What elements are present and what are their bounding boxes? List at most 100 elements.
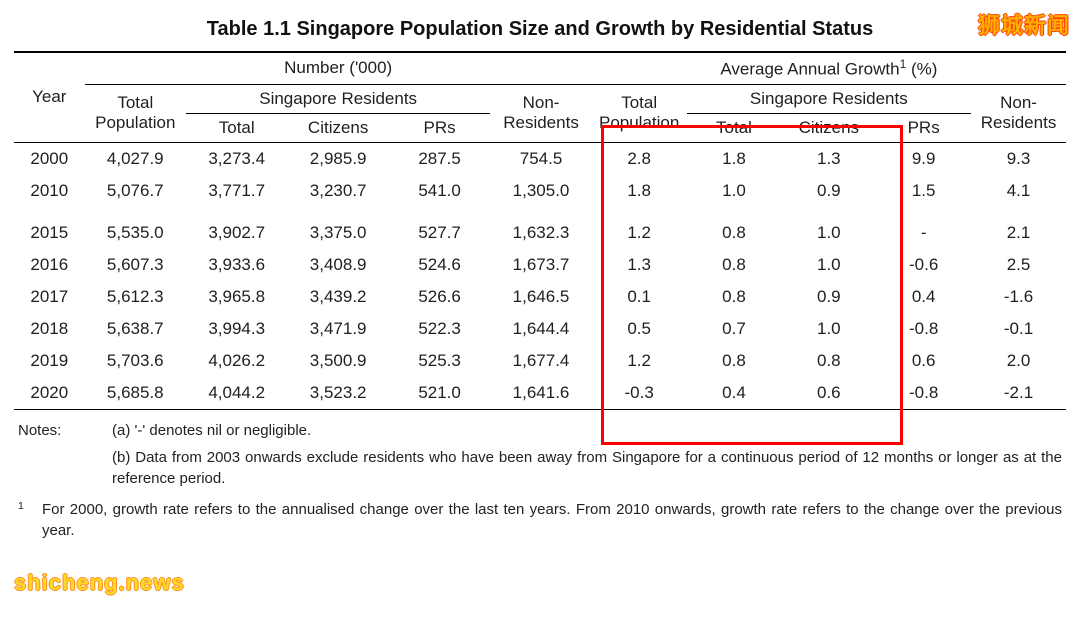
table-cell: -0.3	[592, 377, 687, 410]
table-cell: 3,771.7	[186, 175, 287, 207]
table-cell: 0.8	[687, 207, 782, 249]
table-cell: 3,994.3	[186, 313, 287, 345]
table-cell: -0.8	[876, 377, 971, 410]
table-cell: 3,375.0	[287, 207, 388, 249]
population-table: Year Number ('000) Average Annual Growth…	[14, 51, 1066, 410]
table-cell: 3,439.2	[287, 281, 388, 313]
page: 狮城新闻 Table 1.1 Singapore Population Size…	[0, 0, 1080, 624]
table-cell: 2010	[14, 175, 85, 207]
growth-suffix: (%)	[906, 60, 937, 79]
table-cell: 522.3	[389, 313, 490, 345]
table-cell: 4.1	[971, 175, 1066, 207]
table-cell: 4,044.2	[186, 377, 287, 410]
table-cell: 1.0	[781, 207, 876, 249]
table-cell: 0.4	[876, 281, 971, 313]
table-cell: -0.1	[971, 313, 1066, 345]
footnote-1-text: For 2000, growth rate refers to the annu…	[42, 499, 1062, 541]
table-cell: 541.0	[389, 175, 490, 207]
table-cell: 1,644.4	[490, 313, 591, 345]
table-cell: -1.6	[971, 281, 1066, 313]
table-row: 20205,685.84,044.23,523.2521.01,641.6-0.…	[14, 377, 1066, 410]
table-cell: 3,230.7	[287, 175, 388, 207]
table-cell: 1.0	[687, 175, 782, 207]
table-cell: 5,703.6	[85, 345, 186, 377]
table-cell: 0.8	[687, 281, 782, 313]
header-row-sub1: Total Population Singapore Residents Non…	[14, 84, 1066, 113]
table-cell: 2019	[14, 345, 85, 377]
table-cell: -2.1	[971, 377, 1066, 410]
table-row: 20105,076.73,771.73,230.7541.01,305.01.8…	[14, 175, 1066, 207]
table-cell: 1,641.6	[490, 377, 591, 410]
watermark-bottom: shicheng.news	[14, 570, 185, 596]
col-n-citizens: Citizens	[287, 113, 388, 142]
col-year: Year	[14, 53, 85, 142]
table-row: 20165,607.33,933.63,408.9524.61,673.71.3…	[14, 249, 1066, 281]
table-cell: 2020	[14, 377, 85, 410]
note-b: (b) Data from 2003 onwards exclude resid…	[18, 447, 1062, 489]
table-row: 20195,703.64,026.23,500.9525.31,677.41.2…	[14, 345, 1066, 377]
table-cell: 1.0	[781, 313, 876, 345]
table-cell: 0.4	[687, 377, 782, 410]
table-cell: 0.6	[876, 345, 971, 377]
col-n-sgres: Singapore Residents	[186, 84, 490, 113]
table-cell: 1.3	[592, 249, 687, 281]
col-n-prs: PRs	[389, 113, 490, 142]
table-cell: 1.5	[876, 175, 971, 207]
table-cell: 9.9	[876, 143, 971, 175]
notes-label-spacer	[18, 447, 112, 489]
table-row: 20155,535.03,902.73,375.0527.71,632.31.2…	[14, 207, 1066, 249]
table-cell: 2015	[14, 207, 85, 249]
col-g-sgres: Singapore Residents	[687, 84, 971, 113]
table-cell: 525.3	[389, 345, 490, 377]
table-cell: 1,677.4	[490, 345, 591, 377]
table-cell: 1.8	[687, 143, 782, 175]
table-cell: 5,612.3	[85, 281, 186, 313]
table-cell: 0.9	[781, 281, 876, 313]
table-bottom-rule	[14, 409, 1066, 410]
table-cell: 3,902.7	[186, 207, 287, 249]
note-a: Notes: (a) '-' denotes nil or negligible…	[18, 420, 1062, 441]
table-cell: 1,305.0	[490, 175, 591, 207]
table-cell: -	[876, 207, 971, 249]
footnote-1: 1 For 2000, growth rate refers to the an…	[18, 499, 1062, 541]
table-body: 20004,027.93,273.42,985.9287.5754.52.81.…	[14, 143, 1066, 410]
table-cell: 0.5	[592, 313, 687, 345]
col-g-totalpop: Total Population	[592, 84, 687, 142]
footnote-1-sup: 1	[18, 499, 42, 541]
table-cell: 1.0	[781, 249, 876, 281]
col-group-growth: Average Annual Growth1 (%)	[592, 53, 1066, 84]
table-cell: 1,673.7	[490, 249, 591, 281]
table-cell: 5,685.8	[85, 377, 186, 410]
col-group-number: Number ('000)	[85, 53, 592, 84]
table-title: Table 1.1 Singapore Population Size and …	[14, 18, 1066, 41]
table-cell: 0.6	[781, 377, 876, 410]
table-cell: 3,471.9	[287, 313, 388, 345]
table-cell: 0.9	[781, 175, 876, 207]
table-cell: 2.1	[971, 207, 1066, 249]
table-cell: 4,026.2	[186, 345, 287, 377]
table-cell: 5,607.3	[85, 249, 186, 281]
table-cell: 3,500.9	[287, 345, 388, 377]
table-cell: 1.3	[781, 143, 876, 175]
table-cell: 3,523.2	[287, 377, 388, 410]
table-cell: 524.6	[389, 249, 490, 281]
table-cell: 2.0	[971, 345, 1066, 377]
table-cell: 2.5	[971, 249, 1066, 281]
table-cell: 0.7	[687, 313, 782, 345]
col-g-prs: PRs	[876, 113, 971, 142]
table-cell: 527.7	[389, 207, 490, 249]
col-n-total: Total	[186, 113, 287, 142]
table-cell: 1,632.3	[490, 207, 591, 249]
table-cell: 3,933.6	[186, 249, 287, 281]
table-cell: 2.8	[592, 143, 687, 175]
table-cell: 3,273.4	[186, 143, 287, 175]
table-cell: 3,408.9	[287, 249, 388, 281]
table-cell: 4,027.9	[85, 143, 186, 175]
table-cell: 287.5	[389, 143, 490, 175]
watermark-top: 狮城新闻	[978, 8, 1070, 40]
table-cell: 0.8	[781, 345, 876, 377]
table-cell: 1.2	[592, 345, 687, 377]
table-cell: 2,985.9	[287, 143, 388, 175]
table-cell: 526.6	[389, 281, 490, 313]
table-cell: 2017	[14, 281, 85, 313]
